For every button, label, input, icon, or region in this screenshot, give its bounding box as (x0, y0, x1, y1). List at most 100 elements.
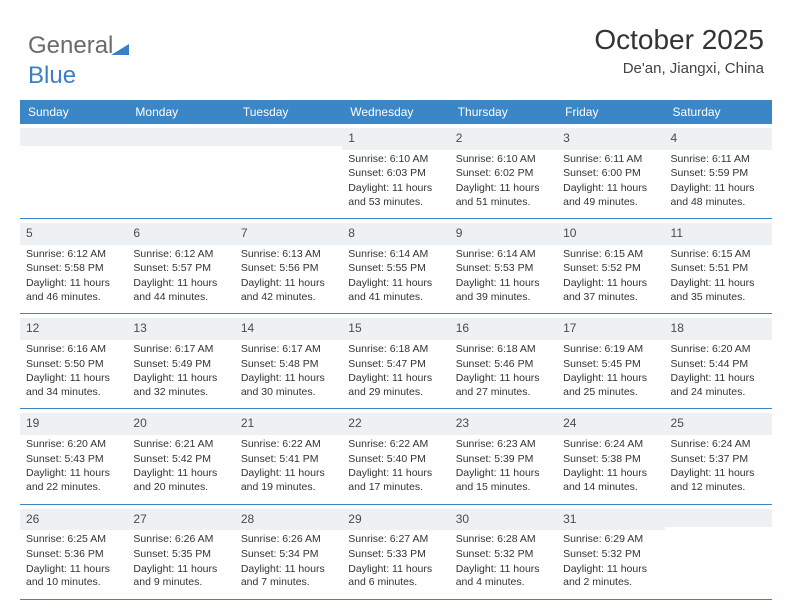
sunset-line: Sunset: 5:46 PM (456, 358, 551, 372)
sunrise-line: Sunrise: 6:22 AM (348, 438, 443, 452)
day-cell: 21Sunrise: 6:22 AMSunset: 5:41 PMDayligh… (235, 409, 342, 503)
day-number: 19 (20, 413, 127, 435)
day-number: 30 (450, 509, 557, 531)
day-cell: 2Sunrise: 6:10 AMSunset: 6:02 PMDaylight… (450, 124, 557, 218)
sunrise-line: Sunrise: 6:14 AM (348, 248, 443, 262)
sunrise-line: Sunrise: 6:20 AM (26, 438, 121, 452)
day-cell: 7Sunrise: 6:13 AMSunset: 5:56 PMDaylight… (235, 219, 342, 313)
daylight-line: Daylight: 11 hours and 53 minutes. (348, 182, 443, 209)
daylight-line: Daylight: 11 hours and 48 minutes. (671, 182, 766, 209)
sunrise-line: Sunrise: 6:17 AM (133, 343, 228, 357)
sunrise-line: Sunrise: 6:23 AM (456, 438, 551, 452)
daylight-line: Daylight: 11 hours and 6 minutes. (348, 563, 443, 590)
day-cell: 17Sunrise: 6:19 AMSunset: 5:45 PMDayligh… (557, 314, 664, 408)
day-number (127, 128, 234, 146)
sunrise-line: Sunrise: 6:24 AM (563, 438, 658, 452)
daylight-line: Daylight: 11 hours and 2 minutes. (563, 563, 658, 590)
sunset-line: Sunset: 5:37 PM (671, 453, 766, 467)
day-number: 12 (20, 318, 127, 340)
week-row: 26Sunrise: 6:25 AMSunset: 5:36 PMDayligh… (20, 505, 772, 600)
day-header-row: SundayMondayTuesdayWednesdayThursdayFrid… (20, 100, 772, 124)
day-cell: 18Sunrise: 6:20 AMSunset: 5:44 PMDayligh… (665, 314, 772, 408)
daylight-line: Daylight: 11 hours and 10 minutes. (26, 563, 121, 590)
day-header: Monday (127, 100, 234, 124)
day-number: 21 (235, 413, 342, 435)
day-header: Sunday (20, 100, 127, 124)
day-cell: 20Sunrise: 6:21 AMSunset: 5:42 PMDayligh… (127, 409, 234, 503)
day-header: Wednesday (342, 100, 449, 124)
day-cell: 31Sunrise: 6:29 AMSunset: 5:32 PMDayligh… (557, 505, 664, 599)
daylight-line: Daylight: 11 hours and 39 minutes. (456, 277, 551, 304)
sunset-line: Sunset: 5:58 PM (26, 262, 121, 276)
day-header: Thursday (450, 100, 557, 124)
sunset-line: Sunset: 5:33 PM (348, 548, 443, 562)
sunset-line: Sunset: 5:34 PM (241, 548, 336, 562)
daylight-line: Daylight: 11 hours and 44 minutes. (133, 277, 228, 304)
sunset-line: Sunset: 5:51 PM (671, 262, 766, 276)
daylight-line: Daylight: 11 hours and 7 minutes. (241, 563, 336, 590)
day-cell (665, 505, 772, 599)
week-row: 12 Sunrise: 6:16 AMSunset: 5:50 PM Dayligh… (20, 314, 772, 409)
daylight-line: Daylight: 11 hours and 32 minutes. (133, 372, 228, 399)
day-number: 24 (557, 413, 664, 435)
sunset-line: Sunset: 5:55 PM (348, 262, 443, 276)
day-number: 26 (20, 509, 127, 531)
day-number: 15 (342, 318, 449, 340)
day-number: 27 (127, 509, 234, 531)
week-row: 1Sunrise: 6:10 AMSunset: 6:03 PMDaylight… (20, 124, 772, 219)
day-cell (235, 124, 342, 218)
sunset-line: Sunset: 5:36 PM (26, 548, 121, 562)
day-number: 17 (557, 318, 664, 340)
day-number: 11 (665, 223, 772, 245)
day-number: 28 (235, 509, 342, 531)
day-cell: 16Sunrise: 6:18 AMSunset: 5:46 PMDayligh… (450, 314, 557, 408)
daylight-line: Daylight: 11 hours and 17 minutes. (348, 467, 443, 494)
sunrise-line: Sunrise: 6:14 AM (456, 248, 551, 262)
sunset-line: Sunset: 5:32 PM (456, 548, 551, 562)
day-cell: 9Sunrise: 6:14 AMSunset: 5:53 PMDaylight… (450, 219, 557, 313)
sunrise-line: Sunrise: 6:16 AM (26, 343, 121, 357)
sunset-line: Sunset: 5:43 PM (26, 453, 121, 467)
day-number: 18 (665, 318, 772, 340)
month-title: October 2025 (594, 24, 764, 56)
sunrise-line: Sunrise: 6:15 AM (563, 248, 658, 262)
sunrise-line: Sunrise: 6:13 AM (241, 248, 336, 262)
title-block: October 2025 De'an, Jiangxi, China (594, 24, 764, 77)
day-number: 8 (342, 223, 449, 245)
day-number: 13 (127, 318, 234, 340)
daylight-line: Daylight: 11 hours and 41 minutes. (348, 277, 443, 304)
daylight-line: Daylight: 11 hours and 42 minutes. (241, 277, 336, 304)
calendar: SundayMondayTuesdayWednesdayThursdayFrid… (20, 100, 772, 600)
day-cell: 24Sunrise: 6:24 AMSunset: 5:38 PMDayligh… (557, 409, 664, 503)
sunset-line: Sunset: 6:02 PM (456, 167, 551, 181)
daylight-line: Daylight: 11 hours and 30 minutes. (241, 372, 336, 399)
day-cell: 8 Sunrise: 6:14 AMSunset: 5:55 PMDaylight… (342, 219, 449, 313)
day-cell: 5Sunrise: 6:12 AMSunset: 5:58 PMDaylight… (20, 219, 127, 313)
day-header: Saturday (665, 100, 772, 124)
sunset-line: Sunset: 5:50 PM (26, 358, 121, 372)
sunset-line: Sunset: 5:59 PM (671, 167, 766, 181)
day-cell: 10Sunrise: 6:15 AMSunset: 5:52 PMDayligh… (557, 219, 664, 313)
sunset-line: Sunset: 5:32 PM (563, 548, 658, 562)
sunrise-line: Sunrise: 6:10 AM (456, 153, 551, 167)
daylight-line: Daylight: 11 hours and 49 minutes. (563, 182, 658, 209)
sunset-line: Sunset: 5:40 PM (348, 453, 443, 467)
sunrise-line: Sunrise: 6:24 AM (671, 438, 766, 452)
week-row: 19Sunrise: 6:20 AMSunset: 5:43 PMDayligh… (20, 409, 772, 504)
daylight-line: Daylight: 11 hours and 25 minutes. (563, 372, 658, 399)
daylight-line: Daylight: 11 hours and 22 minutes. (26, 467, 121, 494)
day-cell: 28Sunrise: 6:26 AMSunset: 5:34 PMDayligh… (235, 505, 342, 599)
sunrise-line: Sunrise: 6:12 AM (26, 248, 121, 262)
sunrise-line: Sunrise: 6:19 AM (563, 343, 658, 357)
day-cell: 13 Sunrise: 6:17 AMSunset: 5:49 PMDayligh… (127, 314, 234, 408)
day-number: 25 (665, 413, 772, 435)
logo-triangle-icon (111, 34, 129, 62)
sunrise-line: Sunrise: 6:12 AM (133, 248, 228, 262)
day-number: 20 (127, 413, 234, 435)
sunset-line: Sunset: 5:41 PM (241, 453, 336, 467)
day-cell: 29Sunrise: 6:27 AMSunset: 5:33 PMDayligh… (342, 505, 449, 599)
day-cell: 27Sunrise: 6:26 AMSunset: 5:35 PMDayligh… (127, 505, 234, 599)
sunset-line: Sunset: 5:57 PM (133, 262, 228, 276)
location: De'an, Jiangxi, China (594, 60, 764, 77)
sunset-line: Sunset: 5:49 PM (133, 358, 228, 372)
